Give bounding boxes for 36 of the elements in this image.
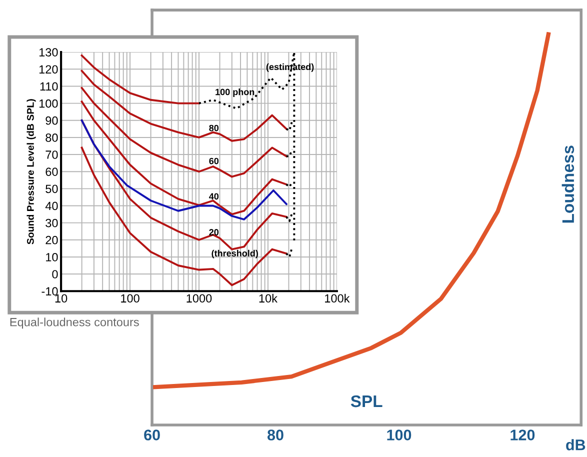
y-tick-label: 130 [39, 48, 58, 56]
x-tick-label: 80 [268, 430, 284, 440]
y-tick-label: 70 [46, 150, 58, 159]
y-tick-label: 90 [46, 116, 58, 125]
x-tick-label: 1000 [186, 294, 212, 303]
annotation: 80 [209, 124, 219, 132]
y-tick-label: 30 [46, 218, 58, 228]
annotation: (threshold) [212, 250, 258, 258]
annotation: (estimated) [266, 63, 314, 72]
y-tick-label: 10 [46, 253, 58, 262]
annotation: 40 [209, 193, 219, 200]
x-axis-title: SPL [350, 395, 382, 408]
annotation: 60 [209, 158, 219, 164]
y-tick-label: 20 [46, 236, 58, 244]
y-tick-label: 100 [39, 99, 58, 108]
y-tick-label: 110 [40, 82, 58, 91]
y-tick-label: 0 [52, 270, 58, 278]
x-tick-label: 120 [510, 430, 535, 440]
x-tick-label: 60 [144, 430, 160, 440]
annotation: 20 [209, 229, 219, 236]
y-tick-label: 40 [45, 202, 58, 210]
y-tick-label: 80 [46, 133, 58, 142]
y-axis-title: Sound Pressure Level (dB SPL) [26, 99, 36, 244]
x-tick-label: 10k [259, 294, 278, 303]
annotation: 100 phon [216, 88, 254, 97]
text: Equal-loudness contours [10, 318, 139, 329]
y-tick-label: 60 [46, 168, 58, 176]
x-tick-label: 100 [387, 430, 412, 440]
y-tick-label: 120 [39, 65, 58, 74]
y-tick-label: -10 [42, 287, 58, 296]
y-tick-label: 50 [46, 184, 58, 194]
x-tick-label: 100k [325, 294, 350, 303]
text: dB [566, 439, 586, 450]
x-tick-label: 10 [55, 294, 68, 303]
x-tick-label: 100 [121, 294, 140, 303]
y-axis-title: Loudness [562, 146, 574, 223]
